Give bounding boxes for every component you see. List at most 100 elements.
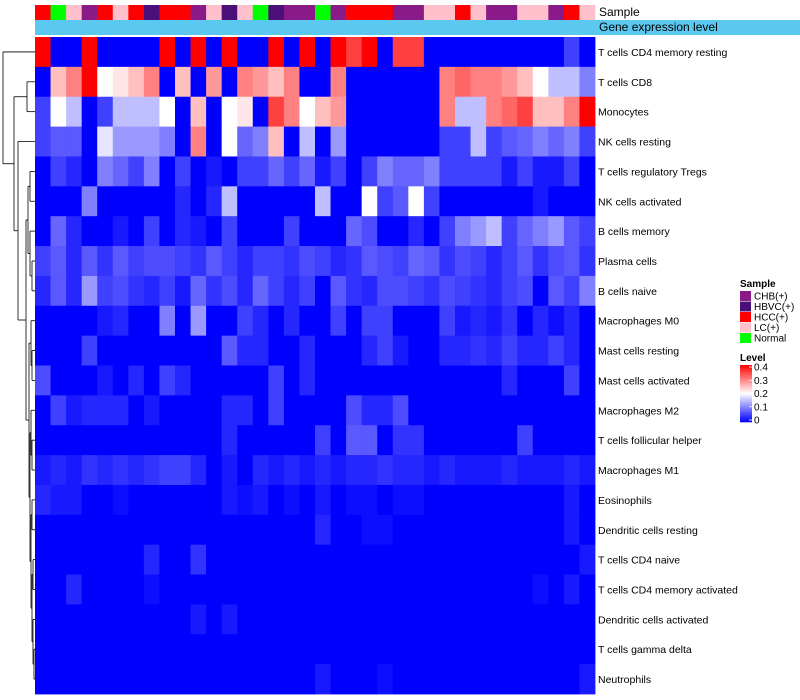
heatmap-cell — [315, 126, 331, 157]
heatmap-cell — [361, 574, 378, 605]
heatmap-cell — [392, 604, 409, 635]
heatmap-cell — [377, 664, 394, 695]
heatmap-cell — [50, 664, 67, 695]
heatmap-cell — [579, 365, 596, 396]
heatmap-cell — [221, 514, 238, 546]
heatmap-cell — [143, 574, 160, 605]
sample-cell-35 — [563, 5, 580, 20]
heatmap-cell — [221, 664, 238, 695]
heatmap-cell — [346, 395, 363, 426]
heatmap-cell — [548, 335, 565, 366]
heatmap-cell — [50, 604, 67, 635]
heatmap-cell — [128, 275, 145, 307]
heatmap-cell — [143, 335, 160, 366]
heatmap-cell — [252, 246, 269, 277]
heatmap-cell — [563, 186, 580, 217]
heatmap-cell — [408, 126, 425, 157]
level-gradient-step — [740, 397, 752, 400]
row-label: Monocytes — [598, 107, 649, 119]
heatmap-cell — [315, 37, 331, 68]
heatmap-cell — [470, 186, 487, 217]
heatmap-cell — [175, 156, 191, 187]
level-tick-label: 0.1 — [754, 402, 768, 413]
heatmap-cell — [377, 246, 394, 277]
heatmap-cell — [206, 484, 223, 516]
heatmap-cell — [66, 66, 83, 98]
heatmap-cell — [159, 634, 176, 665]
heatmap-cell — [423, 484, 440, 516]
heatmap-cell — [299, 574, 316, 605]
heatmap-cell — [128, 484, 145, 516]
heatmap-cell — [455, 126, 471, 157]
heatmap-cell — [268, 216, 285, 247]
heatmap-cell — [315, 664, 331, 695]
heatmap-cell — [268, 634, 285, 665]
heatmap-cell — [486, 395, 503, 426]
heatmap-cell — [455, 455, 471, 486]
level-gradient-step — [740, 367, 752, 370]
heatmap-cell — [548, 395, 565, 426]
heatmap-cell — [268, 126, 285, 157]
heatmap-cell — [563, 664, 580, 695]
heatmap-cell — [532, 275, 549, 307]
sample-cell-22 — [361, 5, 378, 20]
heatmap-cell — [361, 96, 378, 127]
heatmap-cell — [221, 66, 238, 98]
heatmap-cell — [190, 634, 207, 665]
heatmap-cell — [563, 305, 580, 337]
heatmap-cell — [97, 275, 114, 307]
heatmap-cell — [548, 634, 565, 665]
heatmap-cell — [579, 37, 596, 68]
heatmap-cell — [361, 664, 378, 695]
heatmap-cell — [532, 484, 549, 516]
sample-cell-30 — [486, 5, 502, 20]
heatmap-cell — [501, 335, 518, 366]
heatmap-cell — [501, 634, 518, 665]
row-label: Mast cells resting — [598, 346, 679, 358]
heatmap-cell — [268, 96, 285, 127]
row-label: Macrophages M1 — [598, 465, 679, 477]
heatmap-cell — [237, 604, 254, 635]
heatmap-cell — [455, 604, 471, 635]
heatmap-cell — [35, 425, 51, 456]
heatmap-cell — [346, 544, 363, 575]
heatmap-cell — [128, 216, 145, 247]
heatmap-cell — [221, 275, 238, 307]
heatmap-cell — [486, 186, 503, 217]
heatmap-cell — [501, 275, 518, 307]
heatmap-cell — [470, 216, 487, 247]
heatmap-cell — [97, 574, 114, 605]
heatmap-cell — [35, 634, 51, 665]
heatmap-cell — [81, 425, 98, 456]
heatmap-cell — [66, 544, 83, 575]
level-gradient-step — [740, 394, 752, 397]
heatmap-cell — [50, 484, 67, 516]
heatmap-cell — [439, 246, 456, 277]
heatmap-cell — [175, 395, 191, 426]
level-gradient-step — [740, 382, 752, 384]
sample-legend-label: LC(+) — [754, 323, 779, 334]
heatmap-cell — [408, 395, 425, 426]
heatmap-cell — [50, 634, 67, 665]
heatmap-cell — [579, 604, 596, 635]
heatmap-cell — [455, 275, 471, 307]
heatmap-cell — [346, 604, 363, 635]
heatmap-cell — [315, 514, 331, 546]
heatmap-cell — [563, 455, 580, 486]
heatmap-cell — [283, 664, 300, 695]
heatmap-cell — [563, 66, 580, 98]
heatmap-cell — [423, 634, 440, 665]
heatmap-cell — [548, 186, 565, 217]
heatmap-cell — [361, 156, 378, 187]
heatmap-cell — [330, 425, 347, 456]
heatmap-cell — [128, 246, 145, 277]
heatmap-cell — [517, 156, 534, 187]
heatmap-cell — [377, 37, 394, 68]
heatmap-cell — [392, 66, 409, 98]
heatmap-cell — [330, 634, 347, 665]
level-tick-label: 0.3 — [754, 376, 768, 387]
heatmap-cell — [299, 365, 316, 396]
heatmap-cell — [501, 246, 518, 277]
heatmap-cell — [283, 305, 300, 337]
heatmap-cell — [252, 216, 269, 247]
